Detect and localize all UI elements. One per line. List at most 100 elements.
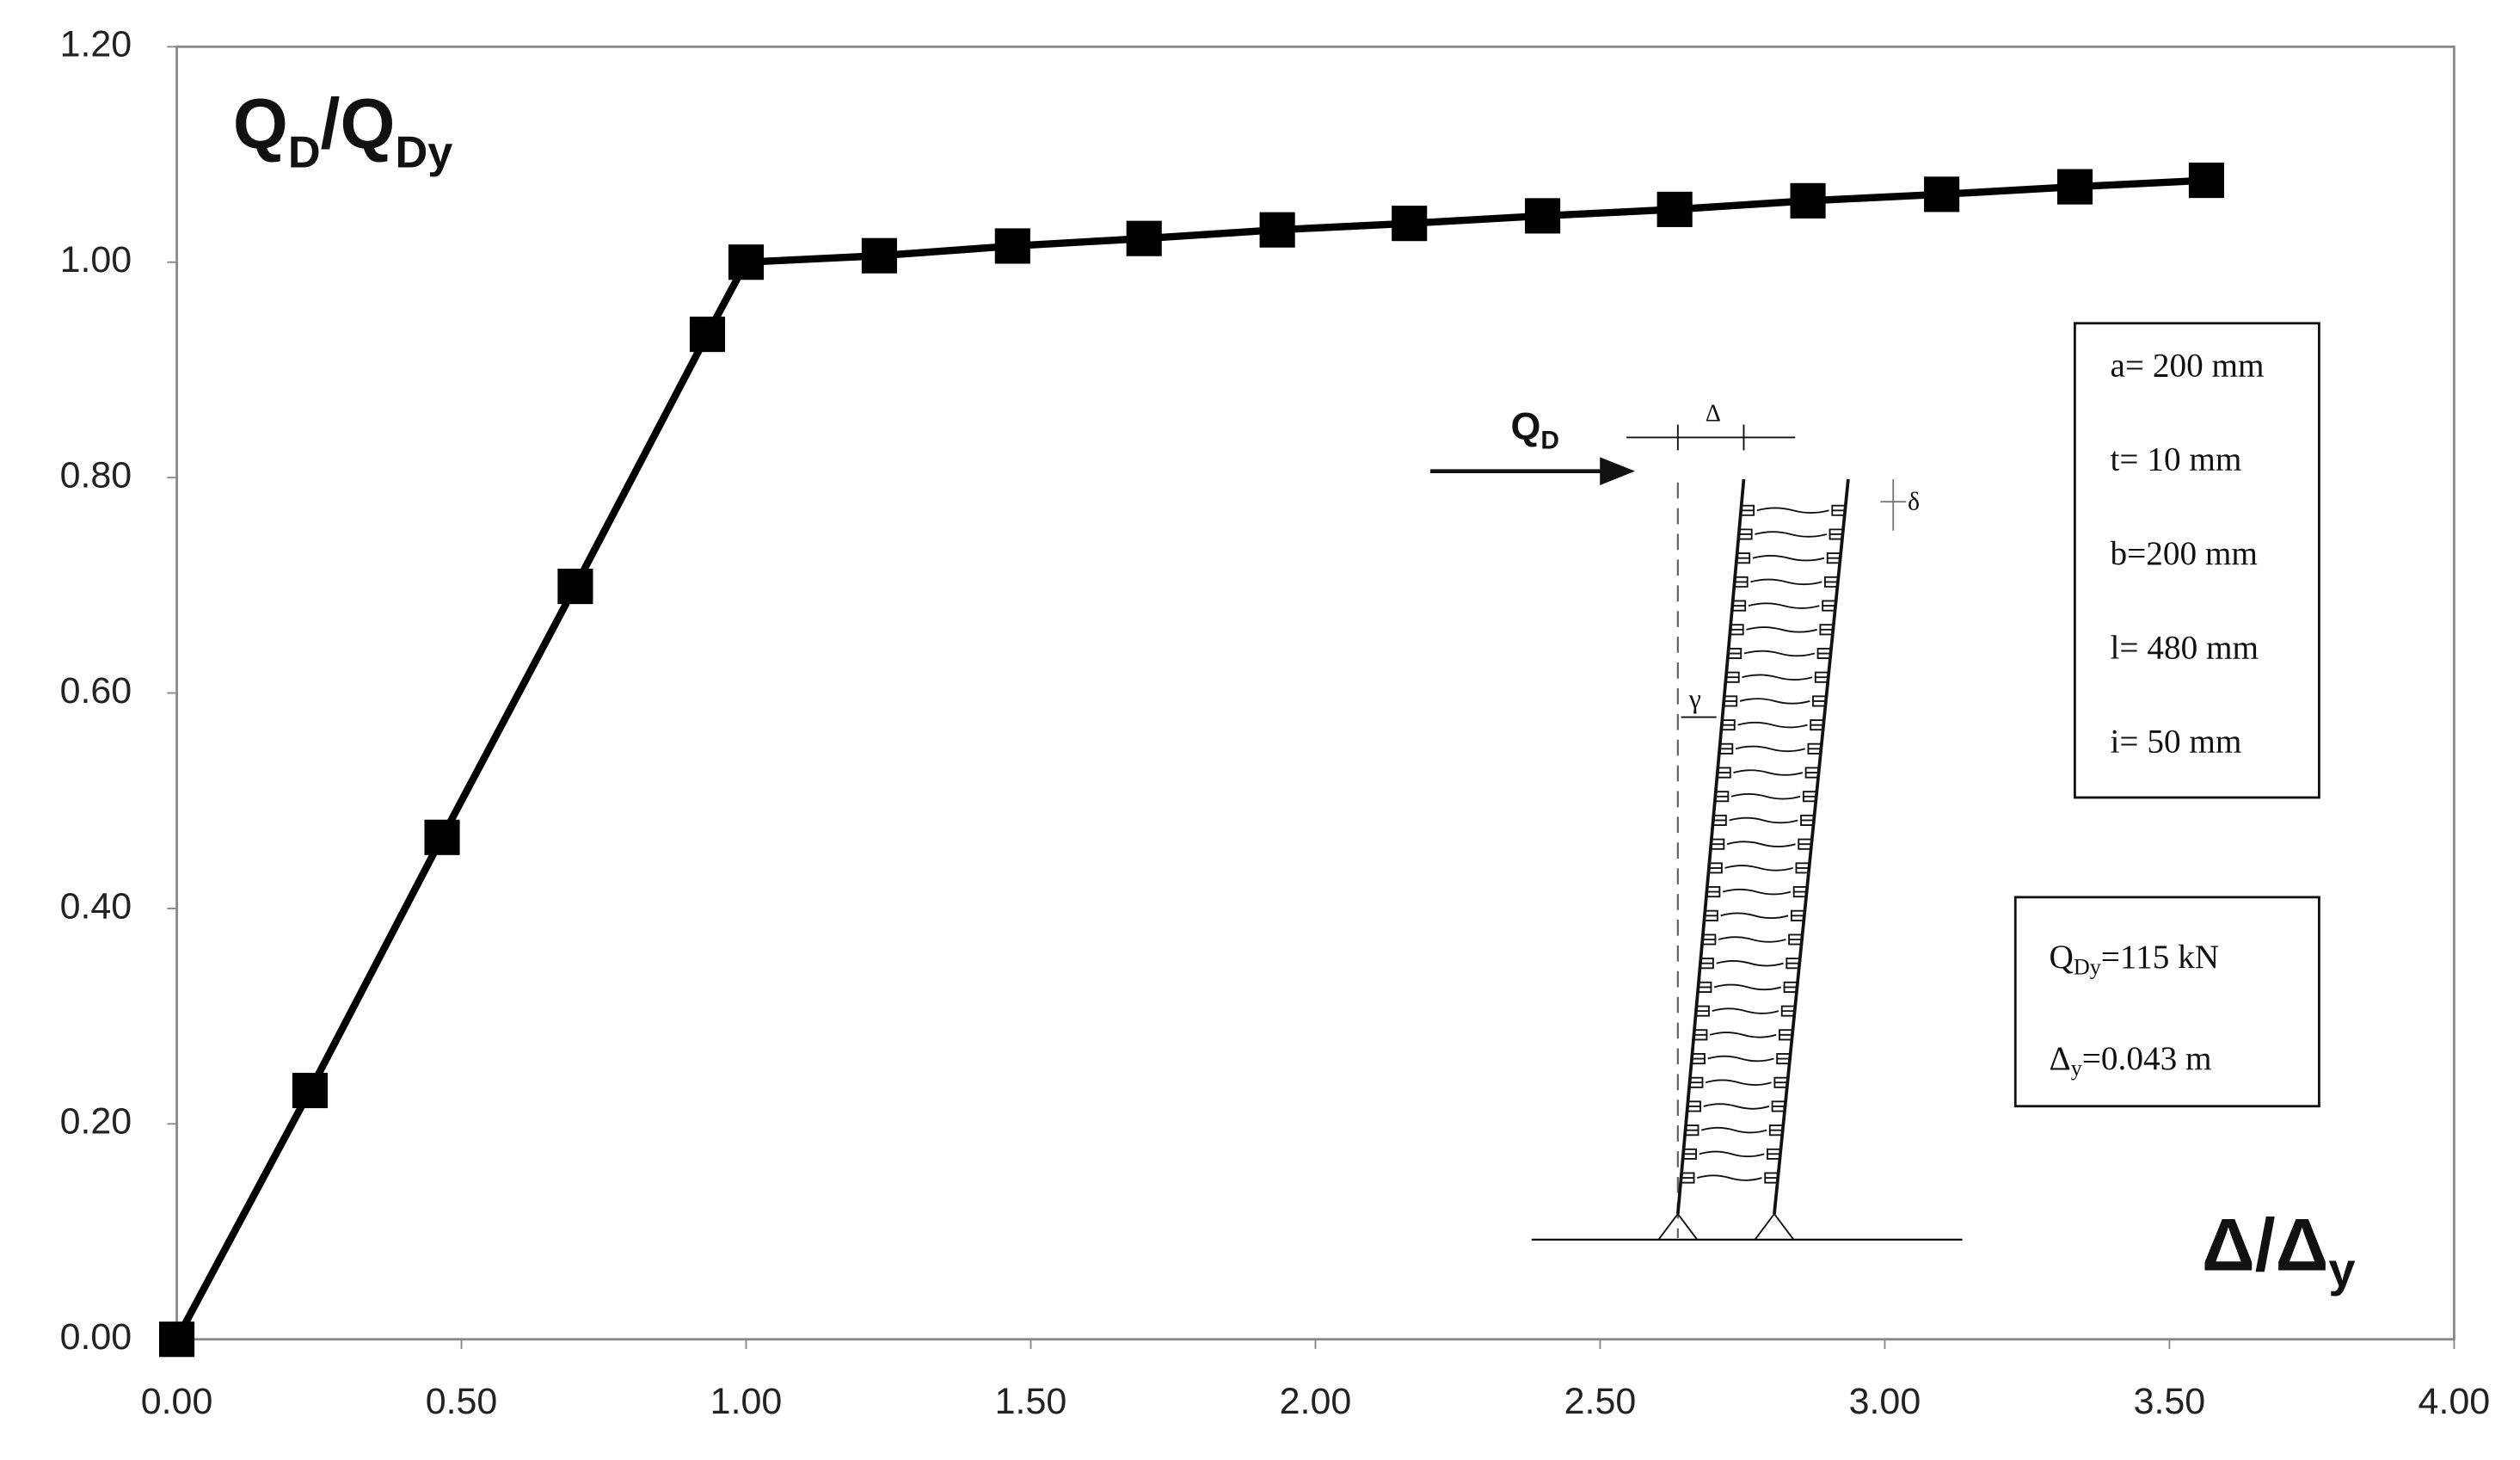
text-part: =0.043 m [2082, 1040, 2212, 1077]
connector [1681, 1172, 1779, 1184]
text-part: y [2071, 1056, 2082, 1081]
connector [1702, 933, 1803, 946]
connector [1738, 528, 1843, 540]
left-plate [1675, 478, 1746, 1215]
point-marker [689, 317, 726, 353]
point-marker [557, 569, 593, 605]
text-part: Dy [2074, 955, 2101, 980]
label-part: Q [233, 85, 288, 163]
yield-text: Δy=0.043 m [2049, 1040, 2211, 1081]
point-marker [424, 819, 460, 855]
connector [1685, 1124, 1783, 1137]
connector [1692, 1052, 1791, 1065]
series-line [173, 176, 2207, 1341]
property-text: b=200 mm [2111, 535, 2258, 572]
property-text: a= 200 mm [2111, 347, 2265, 384]
connector [1734, 576, 1838, 588]
x-tick-label: 0.50 [426, 1381, 498, 1422]
point-marker [292, 1072, 329, 1109]
connector [1730, 624, 1834, 636]
connector [1741, 504, 1846, 516]
x-tick-label: 2.50 [1564, 1381, 1637, 1422]
connector [1712, 814, 1815, 827]
angle-label: γ [1688, 683, 1701, 713]
point-marker [1525, 198, 1561, 234]
slip-dimension [1880, 478, 1907, 531]
connector [1724, 695, 1826, 707]
y-axis-label: QD/QDy [233, 85, 452, 177]
connector [1728, 647, 1831, 660]
point-marker [2188, 163, 2224, 199]
connector [1708, 862, 1810, 874]
label-part: /Q [321, 85, 396, 163]
point-marker [158, 1321, 195, 1358]
text-part: D [1540, 426, 1559, 454]
y-tick-label: 1.20 [60, 24, 132, 65]
label-part: D [288, 127, 321, 177]
text-part: =115 kN [2101, 939, 2219, 976]
connector [1711, 838, 1812, 850]
connector [1683, 1148, 1780, 1160]
connector [1704, 909, 1804, 921]
supports [1657, 1212, 1795, 1241]
y-tick-label: 0.40 [60, 885, 132, 927]
connector [1698, 981, 1798, 993]
x-tick-label: 1.50 [995, 1381, 1067, 1422]
label-part: Δ [2202, 1204, 2255, 1286]
x-tick-label: 2.00 [1280, 1381, 1352, 1422]
connector [1693, 1029, 1792, 1041]
force-label: QD [1511, 404, 1559, 454]
yield-text: QDy=115 kN [2049, 939, 2219, 979]
point-marker [1924, 176, 1960, 213]
point-marker [1656, 191, 1693, 227]
connector [1715, 791, 1816, 803]
text-part: Δ [2049, 1040, 2070, 1077]
label-part: y [2328, 1242, 2355, 1297]
y-tick-label: 0.00 [60, 1316, 132, 1358]
connector [1687, 1100, 1786, 1112]
x-tick-label: 3.50 [2134, 1381, 2206, 1422]
point-marker [2056, 169, 2093, 205]
y-tick-label: 1.00 [60, 239, 132, 280]
point-marker [1790, 182, 1826, 219]
connector [1689, 1076, 1788, 1088]
properties-box [2073, 322, 2320, 799]
slip-label: δ [1908, 487, 1920, 515]
label-part: Dy [395, 127, 452, 177]
y-tick-label: 0.80 [60, 454, 132, 496]
property-text: l= 480 mm [2111, 629, 2259, 666]
text-part: Q [1511, 404, 1541, 447]
x-axis-label: Δ/Δy [2202, 1204, 2356, 1297]
connector [1732, 600, 1836, 612]
x-tick-label: 3.00 [1849, 1381, 1921, 1422]
connector [1719, 742, 1822, 755]
connector [1721, 719, 1824, 731]
label-part: /Δ [2255, 1204, 2329, 1286]
right-plate [1773, 478, 1850, 1215]
x-tick-label: 1.00 [710, 1381, 783, 1422]
x-tick-label: 0.00 [141, 1381, 213, 1422]
delta-label: Δ [1706, 401, 1721, 428]
connector [1706, 886, 1807, 898]
arrow-head [1600, 457, 1636, 485]
connector [1717, 767, 1819, 779]
yield-box [2013, 896, 2320, 1108]
property-text: t= 10 mm [2111, 441, 2242, 478]
damper-diagram [1430, 424, 1963, 1241]
connector [1699, 958, 1800, 970]
point-marker [994, 228, 1030, 264]
point-marker [1392, 206, 1428, 242]
connector [1736, 552, 1841, 564]
y-tick-label: 0.60 [60, 670, 132, 712]
point-marker [861, 237, 897, 274]
y-tick-label: 0.20 [60, 1101, 132, 1143]
text-part: Q [2049, 939, 2073, 976]
point-marker [1126, 220, 1162, 256]
property-text: i= 50 mm [2111, 724, 2242, 761]
x-tick-label: 4.00 [2419, 1381, 2491, 1422]
connector [1725, 671, 1829, 683]
point-marker [728, 244, 765, 280]
delta-dimension [1626, 424, 1796, 451]
